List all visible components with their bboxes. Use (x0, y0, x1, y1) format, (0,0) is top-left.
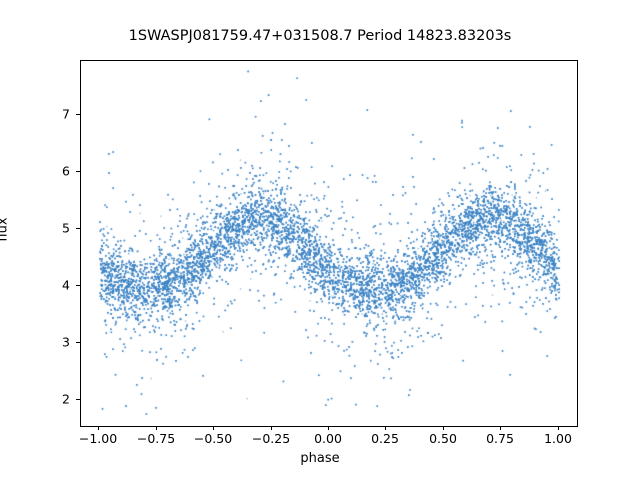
y-tick-label: 2 (62, 391, 70, 407)
y-tick-label: 6 (62, 163, 70, 179)
x-axis-label: phase (300, 451, 340, 466)
y-tick-label: 4 (62, 277, 70, 293)
y-tick-mark (76, 114, 80, 115)
x-tick-mark (385, 426, 386, 430)
x-tick-label: 0.25 (371, 431, 399, 446)
y-tick-mark (76, 342, 80, 343)
x-tick-label: 1.00 (544, 431, 572, 446)
x-tick-mark (328, 426, 329, 430)
x-tick-mark (213, 426, 214, 430)
y-tick-mark (76, 228, 80, 229)
chart-title: 1SWASPJ081759.47+031508.7 Period 14823.8… (128, 28, 512, 44)
y-axis-label: flux (0, 217, 11, 242)
x-tick-mark (271, 426, 272, 430)
y-tick-mark (76, 285, 80, 286)
y-tick-mark (76, 171, 80, 172)
x-tick-label: 0.75 (486, 431, 514, 446)
x-tick-mark (558, 426, 559, 430)
x-tick-mark (443, 426, 444, 430)
y-tick-label: 3 (62, 334, 70, 350)
x-tick-mark (500, 426, 501, 430)
plot-axes-frame (80, 60, 578, 427)
x-tick-label: −0.75 (136, 431, 176, 446)
x-tick-label: 0.50 (429, 431, 457, 446)
y-tick-label: 5 (62, 220, 70, 236)
x-tick-mark (98, 426, 99, 430)
scatter-plot-points (81, 61, 577, 426)
x-tick-label: −0.25 (251, 431, 291, 446)
y-tick-mark (76, 399, 80, 400)
y-tick-label: 7 (62, 106, 70, 122)
x-tick-label: −1.00 (78, 431, 118, 446)
x-tick-label: −0.50 (193, 431, 233, 446)
x-tick-label: 0.00 (314, 431, 342, 446)
x-tick-mark (156, 426, 157, 430)
